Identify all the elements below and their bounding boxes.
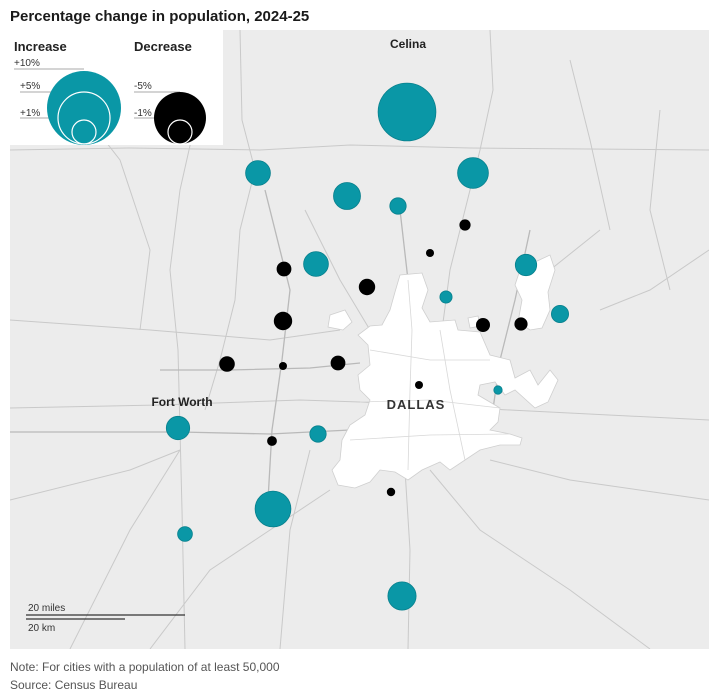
city-bubble: [514, 253, 538, 277]
legend-decrease-1-bubble: [167, 119, 193, 145]
legend-increase-5-label: +5%: [20, 81, 40, 92]
fort-worth-label: Fort Worth: [151, 395, 212, 409]
chart-title: Percentage change in population, 2024-25: [10, 8, 310, 25]
legend: Increase Decrease +10% +5% +1% -5% -1%: [10, 30, 223, 145]
city-bubble: [279, 362, 287, 370]
city-bubble: [219, 356, 235, 372]
city-bubble: [457, 157, 489, 189]
city-bubble: [273, 311, 293, 331]
celina-bubble: [377, 82, 437, 142]
footnote: Note: For cities with a population of at…: [10, 660, 280, 674]
dallas-label: DALLAS: [387, 397, 446, 412]
legend-increase-10-label: +10%: [14, 58, 40, 69]
fort-worth-bubble: [165, 415, 191, 441]
city-bubble: [330, 355, 346, 371]
scale-km-label: 20 km: [28, 623, 55, 634]
city-bubble: [426, 249, 434, 257]
city-bubble: [476, 318, 490, 332]
city-bubble: [309, 425, 327, 443]
legend-decrease-5-label: -5%: [134, 81, 152, 92]
legend-decrease-label: Decrease: [134, 39, 192, 54]
city-streets: [349, 279, 511, 471]
city-bubble: [514, 317, 528, 331]
city-bubble: [177, 526, 193, 542]
city-bubble: [439, 290, 453, 304]
scale-bar: 20 miles 20 km: [26, 603, 185, 634]
city-bubble: [551, 304, 570, 323]
city-bubble: [245, 160, 271, 186]
legend-decrease-5-bubble: [154, 92, 206, 144]
city-bubbles: [165, 82, 570, 611]
city-bubble: [459, 219, 471, 231]
legend-increase-1-label: +1%: [20, 108, 40, 119]
city-bubble: [276, 261, 292, 277]
city-bubble: [415, 381, 423, 389]
map-canvas: Increase Decrease +10% +5% +1% -5% -1% C…: [10, 30, 709, 649]
legend-decrease-1-label: -1%: [134, 108, 152, 119]
source-line: Source: Census Bureau: [10, 678, 138, 692]
scale-miles-label: 20 miles: [28, 603, 65, 614]
city-bubble: [267, 436, 277, 446]
city-bubble: [254, 490, 292, 528]
legend-increase-1-bubble: [71, 119, 97, 145]
celina-label: Celina: [390, 37, 426, 51]
city-bubble: [493, 385, 503, 395]
city-bubble: [386, 487, 396, 497]
city-bubble: [333, 182, 361, 210]
city-bubble: [389, 197, 407, 215]
map-panel: Increase Decrease +10% +5% +1% -5% -1% C…: [10, 30, 709, 649]
legend-increase-10-bubble: [47, 71, 121, 145]
city-bubble: [387, 581, 417, 611]
city-bubble: [303, 251, 329, 277]
legend-increase-label: Increase: [14, 39, 67, 54]
city-bubble: [358, 278, 376, 296]
